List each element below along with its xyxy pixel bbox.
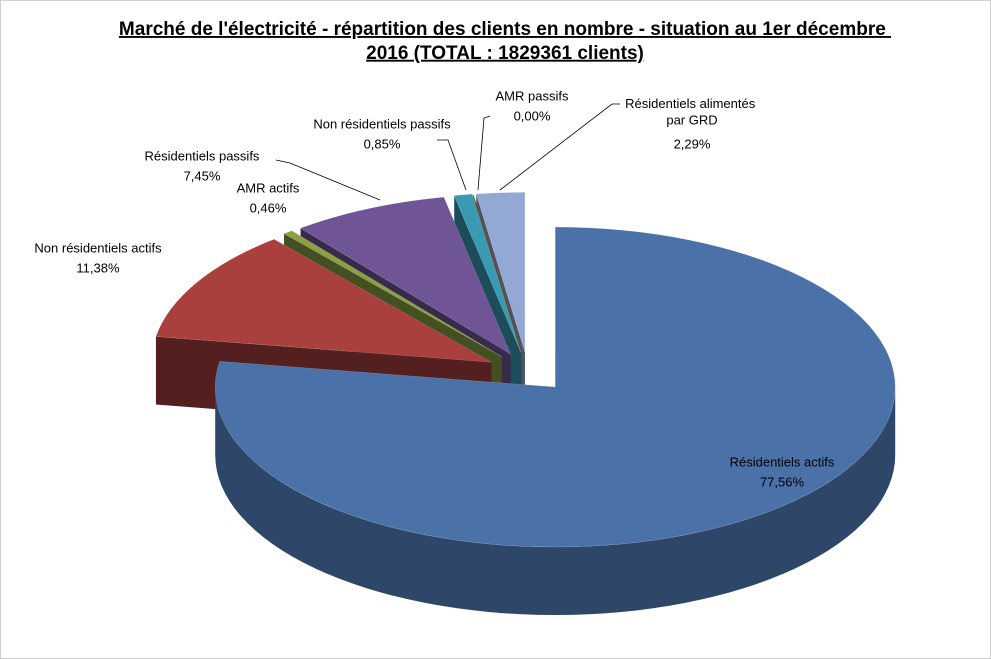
slice	[299, 196, 511, 355]
leader-line	[437, 139, 467, 191]
slice-wall	[215, 387, 896, 616]
slice	[283, 230, 502, 357]
slice	[475, 192, 526, 353]
leader-line	[477, 115, 491, 191]
leader-line	[275, 159, 381, 201]
slice	[155, 238, 492, 363]
slice-label: Résidentiels passifs	[145, 148, 260, 163]
slice-label: Résidentiels alimentés par GRD	[625, 96, 759, 127]
slice-value-label: 0,00%	[514, 108, 551, 123]
slice-value-label: 0,85%	[364, 136, 401, 151]
slice	[453, 193, 522, 353]
pie	[155, 192, 896, 616]
slice-value-label: 7,45%	[184, 168, 221, 183]
slice-label: Non résidentiels passifs	[313, 116, 451, 131]
leader-lines	[275, 103, 620, 201]
slice-label: Non résidentiels actifs	[34, 240, 162, 255]
slice-value-label: 11,38%	[76, 260, 120, 275]
slice-label: AMR passifs	[496, 88, 569, 103]
slice	[215, 226, 896, 548]
labels: Résidentiels actifs 77,56% Non résidentiel…	[34, 88, 834, 489]
slice-value-label: 77,56%	[760, 474, 805, 489]
slice-value-label: 2,29%	[674, 136, 711, 151]
slice-label: AMR actifs	[237, 180, 300, 195]
slice-label: Résidentiels actifs	[730, 454, 835, 469]
slice-value-label: 0,46%	[250, 200, 287, 215]
leader-line	[499, 103, 620, 191]
chart-title: Marché de l'électricité - répartition de…	[119, 19, 891, 64]
